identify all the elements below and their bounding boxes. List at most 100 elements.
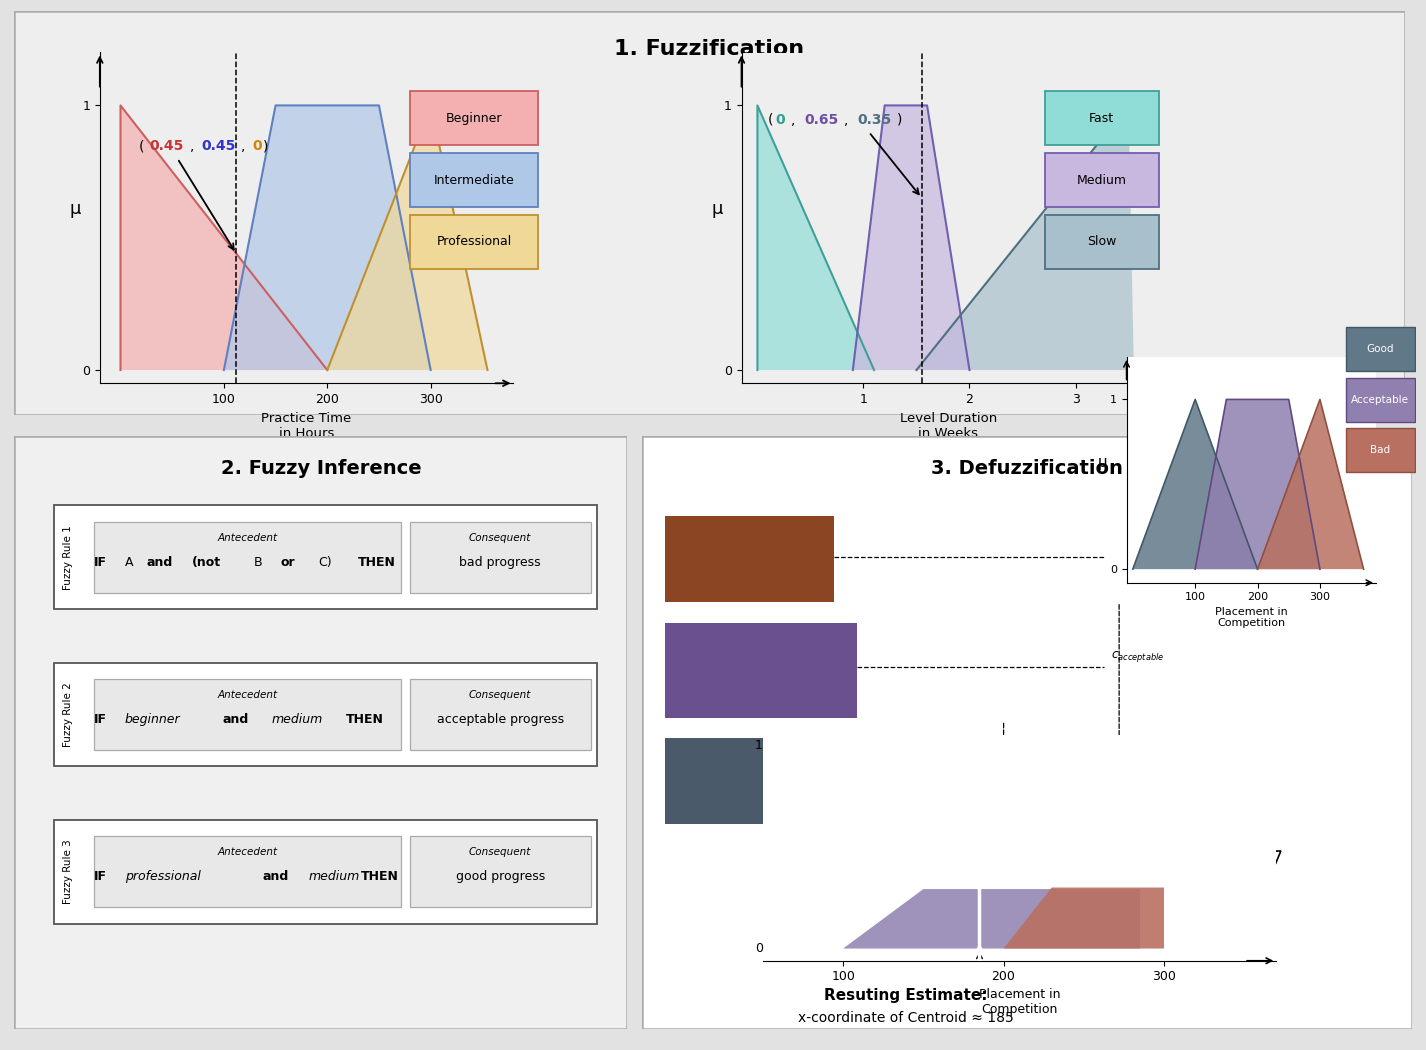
Y-axis label: μ: μ	[1098, 455, 1108, 470]
FancyBboxPatch shape	[1045, 153, 1158, 207]
Polygon shape	[328, 105, 488, 370]
FancyBboxPatch shape	[94, 679, 401, 750]
Text: good progress: good progress	[455, 870, 545, 883]
FancyBboxPatch shape	[411, 215, 538, 269]
X-axis label: Placement in
Competition: Placement in Competition	[978, 988, 1061, 1015]
FancyBboxPatch shape	[665, 516, 834, 602]
Text: Antecedent: Antecedent	[217, 847, 277, 857]
Text: Medium: Medium	[1077, 173, 1127, 187]
FancyBboxPatch shape	[54, 820, 597, 924]
FancyBboxPatch shape	[54, 663, 597, 766]
Text: Antecedent: Antecedent	[217, 532, 277, 543]
FancyBboxPatch shape	[1346, 428, 1415, 472]
X-axis label: Placement in
Competition: Placement in Competition	[1215, 607, 1288, 628]
Text: Fuzzy Rule 1: Fuzzy Rule 1	[63, 525, 73, 590]
Text: Bad:: Bad:	[703, 521, 739, 534]
X-axis label: Level Duration
in Weeks: Level Duration in Weeks	[900, 412, 997, 440]
FancyBboxPatch shape	[14, 10, 1405, 415]
Text: $c_{acceptable}$: $c_{acceptable}$	[1111, 649, 1165, 665]
Text: 1: 1	[930, 844, 938, 858]
Text: $c_{bad}$: $c_{bad}$	[1131, 803, 1155, 816]
Text: THEN: THEN	[345, 713, 384, 726]
Text: IF: IF	[94, 555, 107, 569]
Text: 0 · 0.65: 0 · 0.65	[703, 784, 756, 799]
Text: = 0.2925: = 0.2925	[703, 679, 767, 693]
FancyBboxPatch shape	[94, 837, 401, 907]
Text: $\mu_{good}$: $\mu_{good}$	[1169, 863, 1198, 888]
Text: 1. Fuzzification: 1. Fuzzification	[615, 39, 804, 59]
Text: bad progress: bad progress	[459, 555, 540, 569]
Text: x-coordinate of Centroid ≈ 185: x-coordinate of Centroid ≈ 185	[797, 1011, 1014, 1026]
FancyBboxPatch shape	[1346, 378, 1415, 421]
Polygon shape	[1258, 399, 1363, 569]
Text: Good: Good	[1366, 344, 1395, 354]
Text: $min(\mu_X, c_X)$: $min(\mu_X, c_X)$	[934, 736, 998, 753]
Text: Consequent: Consequent	[469, 532, 532, 543]
Text: B: B	[254, 555, 262, 569]
FancyBboxPatch shape	[665, 738, 834, 824]
Polygon shape	[120, 105, 328, 370]
Text: C): C)	[318, 555, 331, 569]
Text: Fuzzy Rule 3: Fuzzy Rule 3	[63, 839, 73, 904]
Text: THEN: THEN	[361, 870, 399, 883]
Text: Acceptable: Acceptable	[1352, 395, 1409, 404]
Text: 0.35: 0.35	[857, 113, 891, 127]
Text: and: and	[145, 555, 173, 569]
Text: 0.45 · 0.65: 0.45 · 0.65	[703, 655, 777, 669]
Polygon shape	[917, 105, 1134, 370]
Text: = 0.3: = 0.3	[703, 566, 742, 581]
Text: ,: ,	[791, 113, 800, 127]
Text: beginner: beginner	[124, 713, 180, 726]
Text: ): )	[897, 113, 903, 127]
Text: 0.45: 0.45	[201, 140, 235, 153]
Text: A: A	[124, 555, 133, 569]
Polygon shape	[1004, 887, 1164, 948]
Text: (: (	[140, 140, 144, 153]
Text: 0: 0	[252, 140, 262, 153]
Text: Good:: Good:	[703, 764, 749, 778]
Polygon shape	[853, 105, 970, 370]
Text: THEN: THEN	[358, 555, 395, 569]
Text: Fast: Fast	[1089, 111, 1114, 125]
Polygon shape	[1132, 399, 1258, 569]
Y-axis label: μ: μ	[70, 200, 81, 218]
Text: (not: (not	[193, 555, 221, 569]
FancyBboxPatch shape	[1346, 328, 1415, 371]
Y-axis label: μ: μ	[712, 200, 723, 218]
Text: IF: IF	[94, 713, 107, 726]
Text: 0: 0	[754, 942, 763, 956]
X-axis label: Practice Time
in Hours: Practice Time in Hours	[261, 412, 352, 440]
Text: ,: ,	[844, 113, 853, 127]
Text: ): )	[264, 140, 268, 153]
FancyBboxPatch shape	[409, 679, 590, 750]
FancyBboxPatch shape	[54, 505, 597, 609]
Text: and: and	[222, 713, 250, 726]
Text: Beginner: Beginner	[446, 111, 502, 125]
Text: medium: medium	[272, 713, 324, 726]
Text: Bad: Bad	[1370, 445, 1390, 455]
Text: Consequent: Consequent	[469, 847, 532, 857]
Text: Resuting Estimate:: Resuting Estimate:	[824, 988, 987, 1003]
Text: or: or	[281, 555, 295, 569]
Text: Intermediate: Intermediate	[434, 173, 515, 187]
Text: IF: IF	[94, 870, 107, 883]
FancyBboxPatch shape	[642, 436, 1412, 1029]
Text: professional: professional	[124, 870, 201, 883]
Text: (: (	[769, 113, 773, 127]
Text: $\mu_{acceptable}$: $\mu_{acceptable}$	[1226, 886, 1273, 924]
Text: Consequent: Consequent	[469, 690, 532, 700]
FancyBboxPatch shape	[1045, 91, 1158, 145]
Text: 0.65: 0.65	[804, 113, 838, 127]
Polygon shape	[1127, 850, 1281, 925]
FancyBboxPatch shape	[1045, 215, 1158, 269]
Text: = 0: = 0	[703, 807, 729, 821]
Text: 1: 1	[754, 738, 763, 752]
Text: 2. Fuzzy Inference: 2. Fuzzy Inference	[221, 460, 421, 479]
FancyBboxPatch shape	[411, 91, 538, 145]
Text: Professional: Professional	[436, 235, 512, 249]
Text: Antecedent: Antecedent	[217, 690, 277, 700]
Text: $c_{good}$: $c_{good}$	[873, 756, 901, 771]
Text: 0.45: 0.45	[150, 140, 184, 153]
Text: ...: ...	[703, 545, 716, 559]
FancyBboxPatch shape	[94, 522, 401, 592]
